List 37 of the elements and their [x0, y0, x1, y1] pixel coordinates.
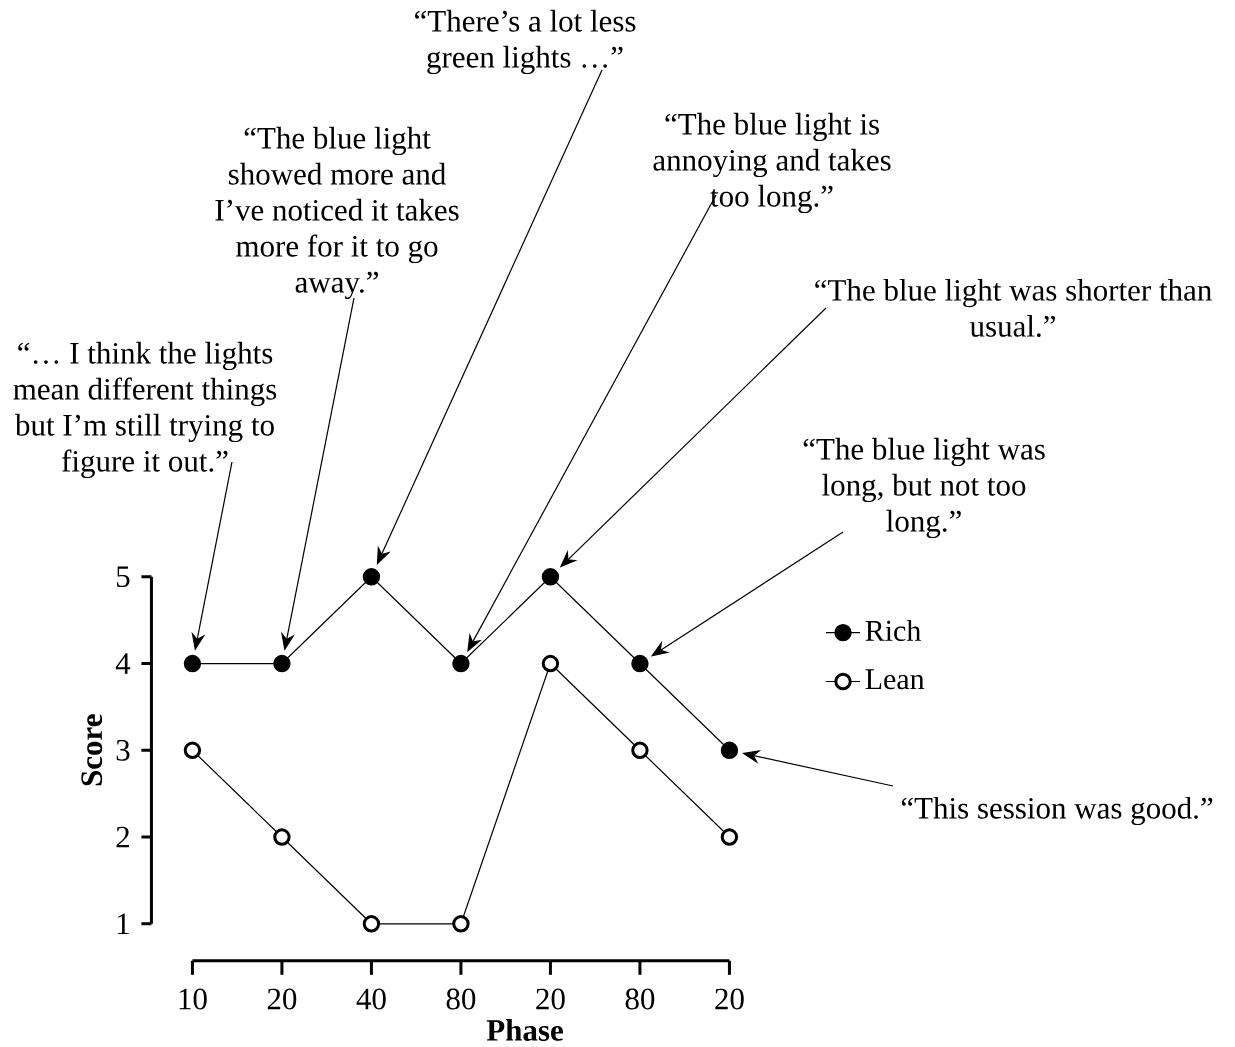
point	[631, 654, 649, 673]
x-tick-label: 10	[179, 988, 207, 1010]
text: “The blue light was shorter than usual.”	[815, 279, 1212, 337]
legend-label: Rich	[865, 619, 921, 641]
point	[720, 828, 739, 846]
text: “This session was good.”	[901, 796, 1213, 826]
x-tick-label: 40	[356, 988, 386, 1010]
point	[362, 568, 381, 586]
y-tick-label: 1	[117, 913, 129, 935]
x-axis-title: Phase	[486, 1019, 563, 1041]
y-tick-label: 5	[116, 566, 130, 588]
text: “The blue light was long, but not too long.”	[803, 437, 1045, 539]
point	[362, 915, 381, 933]
point	[183, 741, 202, 759]
point	[452, 654, 470, 673]
y-axis-title: Score	[81, 714, 103, 786]
y-tick-label: 3	[116, 739, 130, 761]
point	[273, 654, 291, 673]
y-tick-label: 4	[115, 653, 131, 674]
point	[720, 741, 739, 759]
text: “The blue light showed more and I’ve noticed it takes more for it to go away.”	[215, 126, 459, 300]
x-tick-label: 80	[446, 988, 476, 1010]
point	[183, 654, 202, 673]
legend-label: Lean	[865, 669, 925, 690]
point	[541, 654, 560, 673]
x-tick-label: 20	[715, 988, 744, 1010]
x-tick-label: 20	[267, 988, 297, 1010]
point	[631, 741, 649, 759]
text: “… I think the lights mean different things but I’m still trying to figure it out.”	[13, 341, 277, 479]
text: “The blue light is annoying and takes too long.”	[653, 112, 891, 214]
point	[541, 568, 560, 586]
y-tick-label: 2	[116, 826, 129, 848]
x-tick-label: 80	[625, 988, 655, 1010]
text: “There’s a lot less green lights …”	[415, 9, 636, 75]
x-tick-label: 20	[536, 988, 565, 1010]
point	[452, 915, 470, 933]
point	[273, 828, 291, 846]
